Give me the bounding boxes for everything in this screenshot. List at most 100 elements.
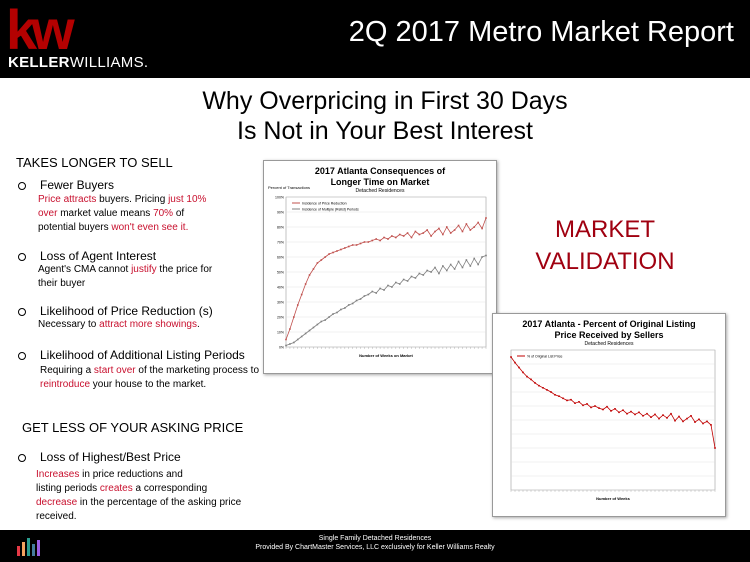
data-point xyxy=(514,361,516,364)
data-point xyxy=(340,248,342,251)
data-point xyxy=(442,233,444,236)
report-title: 2Q 2017 Metro Market Report xyxy=(348,16,734,48)
data-point xyxy=(316,323,319,326)
data-point xyxy=(406,280,409,282)
data-point xyxy=(626,412,628,415)
data-point xyxy=(422,232,425,234)
chart-subtitle: Detached Residences xyxy=(356,188,405,194)
chart-x-label: Number of Weeks on Market xyxy=(359,353,413,358)
series-line xyxy=(285,255,487,346)
data-point xyxy=(674,419,676,422)
data-point xyxy=(379,287,381,290)
chart-percent-list-price-box: 2017 Atlanta - Percent of Original Listi… xyxy=(492,313,726,517)
y-tick-label: 20% xyxy=(277,316,284,320)
data-point xyxy=(359,298,362,300)
data-point xyxy=(574,402,576,404)
text-run: buyers. Pricing xyxy=(99,194,169,205)
bullet-label: Loss of Agent Interest xyxy=(40,249,157,263)
y-tick-label: 30% xyxy=(277,301,284,305)
y-tick-label: 70% xyxy=(277,241,284,245)
text-run: a corresponding xyxy=(132,483,208,494)
bullet-circle-icon xyxy=(18,181,26,190)
data-point xyxy=(610,410,612,412)
data-point xyxy=(383,236,385,239)
legend-label: Incidence of Price Reduction xyxy=(302,202,347,206)
data-point xyxy=(391,235,393,237)
bullet-loss-best-price: Loss of Highest/Best Price xyxy=(18,450,181,464)
data-point xyxy=(371,239,374,242)
data-point xyxy=(410,236,413,239)
data-point xyxy=(442,265,444,267)
data-point xyxy=(308,329,311,332)
text-run: their buyer xyxy=(38,278,86,289)
data-point xyxy=(578,401,580,403)
data-point xyxy=(690,415,692,417)
data-point xyxy=(598,407,600,409)
data-point xyxy=(293,341,295,344)
kw-logo-mark: kw xyxy=(6,0,75,61)
footer-line2: Provided By ChartMaster Services, LLC ex… xyxy=(255,544,495,551)
data-point xyxy=(434,266,436,269)
data-point xyxy=(359,242,362,245)
legend-label: % of Original List Price xyxy=(527,355,562,359)
logo-bar xyxy=(37,540,40,556)
bullet-label: Fewer Buyers xyxy=(40,178,115,192)
bullet-price-reduction: Likelihood of Price Reduction (s) xyxy=(18,304,213,318)
data-point xyxy=(363,241,366,243)
data-point xyxy=(530,378,532,381)
data-point xyxy=(379,239,381,242)
data-point xyxy=(371,290,374,293)
series-line xyxy=(510,356,716,449)
data-point xyxy=(300,293,303,296)
data-point xyxy=(410,275,413,278)
data-point xyxy=(438,227,440,230)
data-point xyxy=(332,251,334,254)
data-point xyxy=(698,418,700,421)
text-run: attract more showings xyxy=(99,319,197,330)
text-run: Agent's CMA cannot xyxy=(38,264,132,275)
text-run: reintroduce xyxy=(40,379,91,390)
data-point xyxy=(304,332,307,335)
text-run: . xyxy=(196,319,200,330)
data-point xyxy=(461,230,464,233)
data-point xyxy=(534,382,536,384)
data-point xyxy=(526,375,528,378)
data-point xyxy=(666,417,668,419)
data-point xyxy=(367,293,370,296)
loss-best-price-text: Increases in price reductions and listin… xyxy=(36,468,241,524)
text-run: of xyxy=(173,208,185,219)
data-point xyxy=(375,238,377,240)
data-point xyxy=(662,414,664,416)
data-point xyxy=(566,399,568,402)
y-tick-label: 80% xyxy=(277,226,284,230)
data-point xyxy=(328,316,330,318)
data-point xyxy=(391,286,393,288)
data-point xyxy=(383,289,385,291)
data-point xyxy=(453,268,456,270)
footer-text: Single Family Detached Residences Provid… xyxy=(150,534,600,552)
data-point xyxy=(355,244,358,246)
data-point xyxy=(477,221,479,224)
text-run: decrease xyxy=(36,497,78,508)
data-point xyxy=(686,417,688,420)
data-point xyxy=(546,389,548,391)
data-point xyxy=(426,229,428,231)
data-point xyxy=(375,292,377,294)
data-point xyxy=(426,269,428,272)
market-validation-callout: MARKET VALIDATION xyxy=(500,214,710,278)
data-point xyxy=(457,224,460,227)
y-tick-label: 10% xyxy=(277,331,284,335)
data-point xyxy=(328,253,330,255)
bullet-label: Likelihood of Price Reduction (s) xyxy=(40,304,213,318)
data-point xyxy=(293,316,295,318)
data-point xyxy=(558,395,560,397)
data-point xyxy=(445,269,448,272)
data-point xyxy=(485,217,487,219)
chart-time-on-market-box: 2017 Atlanta Consequences of Longer Time … xyxy=(263,160,497,374)
bullet-fewer-buyers: Fewer Buyers xyxy=(18,178,114,192)
data-point xyxy=(465,223,468,225)
data-point xyxy=(654,413,656,416)
text-run: the price for xyxy=(156,264,213,275)
data-point xyxy=(642,415,644,417)
data-point xyxy=(682,420,684,423)
